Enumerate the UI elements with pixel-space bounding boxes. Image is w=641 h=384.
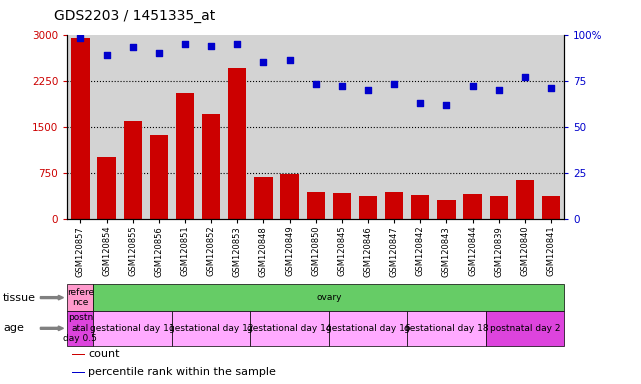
Point <box>154 50 164 56</box>
Point <box>180 41 190 47</box>
Bar <box>72 372 85 373</box>
Bar <box>490 195 508 219</box>
Text: count: count <box>88 349 120 359</box>
Point <box>494 87 504 93</box>
Bar <box>486 311 564 346</box>
Text: GDS2203 / 1451335_at: GDS2203 / 1451335_at <box>54 9 216 23</box>
Text: tissue: tissue <box>3 293 36 303</box>
Bar <box>359 195 377 219</box>
Bar <box>516 180 534 219</box>
Bar <box>542 195 560 219</box>
Point <box>101 52 112 58</box>
Point <box>232 41 242 47</box>
Point <box>546 85 556 91</box>
Point <box>285 57 295 63</box>
Bar <box>94 311 172 346</box>
Text: gestational day 11: gestational day 11 <box>90 324 175 333</box>
Text: gestational day 16: gestational day 16 <box>326 324 410 333</box>
Text: postnatal day 2: postnatal day 2 <box>490 324 560 333</box>
Point <box>337 83 347 89</box>
Point <box>128 45 138 51</box>
Bar <box>97 157 115 219</box>
Bar <box>306 192 325 219</box>
Bar <box>228 68 246 219</box>
Bar <box>72 354 85 355</box>
Point <box>415 100 426 106</box>
Bar <box>124 121 142 219</box>
Point <box>389 81 399 88</box>
Point <box>441 101 451 108</box>
Text: gestational day 18: gestational day 18 <box>404 324 488 333</box>
Bar <box>149 135 168 219</box>
Bar <box>280 174 299 219</box>
Bar <box>333 193 351 219</box>
Point <box>206 43 216 49</box>
Text: percentile rank within the sample: percentile rank within the sample <box>88 367 276 377</box>
Point <box>363 87 373 93</box>
Text: gestational day 14: gestational day 14 <box>247 324 332 333</box>
Bar <box>407 311 486 346</box>
Bar <box>329 311 407 346</box>
Text: refere
nce: refere nce <box>67 288 94 307</box>
Bar <box>71 38 90 219</box>
Text: ovary: ovary <box>316 293 342 302</box>
Text: age: age <box>3 323 24 333</box>
Point <box>258 59 269 65</box>
Bar <box>202 114 221 219</box>
Bar <box>385 192 403 219</box>
Point <box>310 81 320 88</box>
Bar <box>176 93 194 219</box>
Bar <box>411 195 429 219</box>
Text: postn
atal
day 0.5: postn atal day 0.5 <box>63 313 97 343</box>
Bar <box>254 177 272 219</box>
Bar <box>437 200 456 219</box>
Point <box>520 74 530 80</box>
Bar <box>463 194 482 219</box>
Bar <box>172 311 251 346</box>
Point <box>467 83 478 89</box>
Point <box>75 35 85 41</box>
Text: gestational day 12: gestational day 12 <box>169 324 253 333</box>
Bar <box>67 284 94 311</box>
Bar <box>67 311 94 346</box>
Bar <box>251 311 329 346</box>
